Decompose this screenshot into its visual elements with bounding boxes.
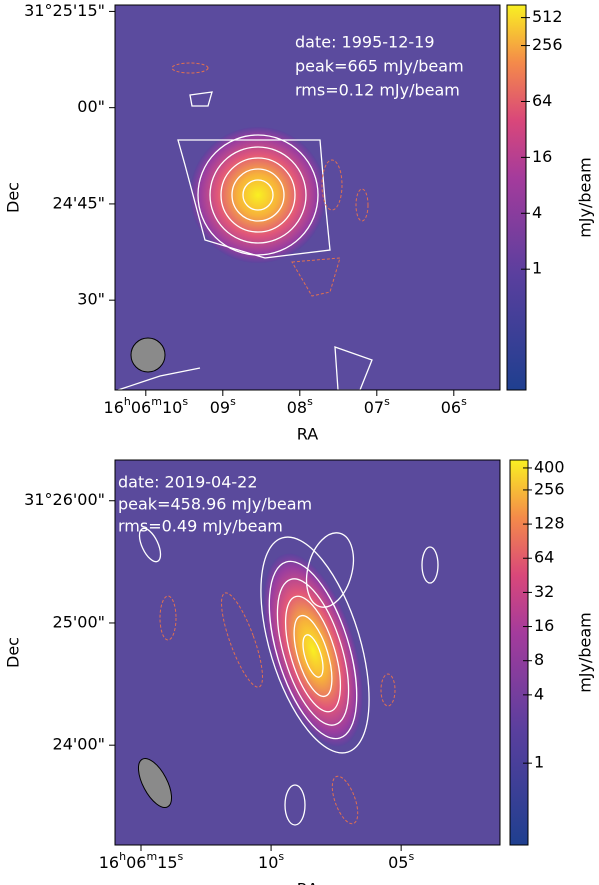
- contour: [284, 595, 342, 713]
- x-tick-label: 07s: [364, 395, 390, 417]
- contour: [291, 257, 341, 297]
- contour: [221, 592, 263, 688]
- x-tick-label: 09s: [210, 395, 236, 417]
- annotation: date: 2019-04-22: [118, 473, 258, 492]
- y-tick-label: 31°25'15": [24, 1, 105, 20]
- plot-frame: [114, 459, 501, 846]
- contour: [220, 157, 296, 233]
- x-tick-label: 08s: [287, 395, 313, 417]
- colorbar-tick-label: 4: [532, 203, 542, 222]
- contour: [293, 614, 333, 698]
- colorbar-tick-label: 16: [534, 616, 554, 635]
- colorbar-tick-label: 512: [532, 7, 563, 26]
- contour: [355, 188, 369, 222]
- x-axis-label: RA: [297, 880, 318, 885]
- colorbar-tick-label: 32: [534, 582, 554, 601]
- contour: [177, 139, 331, 259]
- x-tick-label: 10s: [258, 850, 284, 872]
- colorbar-tick-label: 256: [534, 479, 565, 498]
- colorbar-tick-label: 128: [534, 514, 565, 533]
- colorbar: [509, 459, 529, 846]
- contours: [117, 91, 373, 390]
- negative-contours: [159, 592, 396, 825]
- contour: [231, 168, 285, 222]
- y-tick-label: 25'00": [53, 612, 105, 631]
- colorbar-tick-label: 4: [534, 684, 544, 703]
- image-panel: [115, 460, 500, 845]
- contour: [421, 546, 439, 584]
- beam: [130, 337, 166, 373]
- beam: [137, 758, 173, 808]
- x-tick-label: 05s: [388, 850, 414, 872]
- annotation: date: 1995-12-19: [295, 33, 435, 52]
- y-axis-label: Dec: [4, 637, 23, 668]
- contour: [159, 595, 177, 641]
- image-panel: [115, 5, 500, 390]
- colorbar-tick-label: 1: [532, 259, 542, 278]
- contour: [334, 346, 373, 390]
- colorbar-tick-label: 400: [534, 457, 565, 476]
- annotation: rms=0.12 mJy/beam: [295, 81, 460, 100]
- colorbar-tick-label: 8: [534, 650, 544, 669]
- x-tick-label: 16h06m15s: [99, 850, 184, 872]
- colorbar-tick-label: 1: [534, 753, 544, 772]
- colorbar-label: mJy/beam: [576, 612, 595, 693]
- contour: [276, 578, 350, 726]
- colorbar-tick-label: 64: [532, 91, 552, 110]
- contour: [242, 179, 274, 211]
- contour: [284, 784, 306, 826]
- contour: [380, 673, 396, 707]
- negative-contours: [171, 62, 369, 297]
- y-tick-label: 24'00": [53, 735, 105, 754]
- colorbar-tick-label: 256: [532, 35, 563, 54]
- annotation: peak=665 mJy/beam: [295, 57, 464, 76]
- contours: [138, 527, 439, 826]
- contour: [268, 560, 358, 740]
- contour: [138, 527, 162, 563]
- y-tick-label: 00": [77, 97, 105, 116]
- contour: [260, 536, 370, 754]
- y-tick-label: 30": [77, 290, 105, 309]
- colorbar: [506, 4, 527, 391]
- annotation: rms=0.49 mJy/beam: [118, 517, 283, 536]
- contour: [302, 634, 324, 678]
- colorbar-tick-label: 16: [532, 147, 552, 166]
- x-tick-label: 06s: [441, 395, 467, 417]
- contour: [189, 91, 213, 107]
- contour: [117, 367, 201, 390]
- y-tick-label: 24'45": [53, 193, 105, 212]
- contour: [197, 134, 319, 256]
- annotation: peak=458.96 mJy/beam: [118, 495, 312, 514]
- x-axis-label: RA: [297, 425, 318, 444]
- contour: [331, 775, 359, 825]
- contour: [321, 159, 343, 211]
- plot-frame: [114, 4, 501, 391]
- x-tick-label: 16h06m10s: [104, 395, 189, 417]
- y-tick-label: 31°26'00": [24, 490, 105, 509]
- y-axis-label: Dec: [4, 182, 23, 213]
- contour: [305, 532, 355, 608]
- contour: [209, 146, 307, 244]
- colorbar-label: mJy/beam: [576, 157, 595, 238]
- contour: [171, 62, 209, 74]
- colorbar-tick-label: 64: [534, 548, 554, 567]
